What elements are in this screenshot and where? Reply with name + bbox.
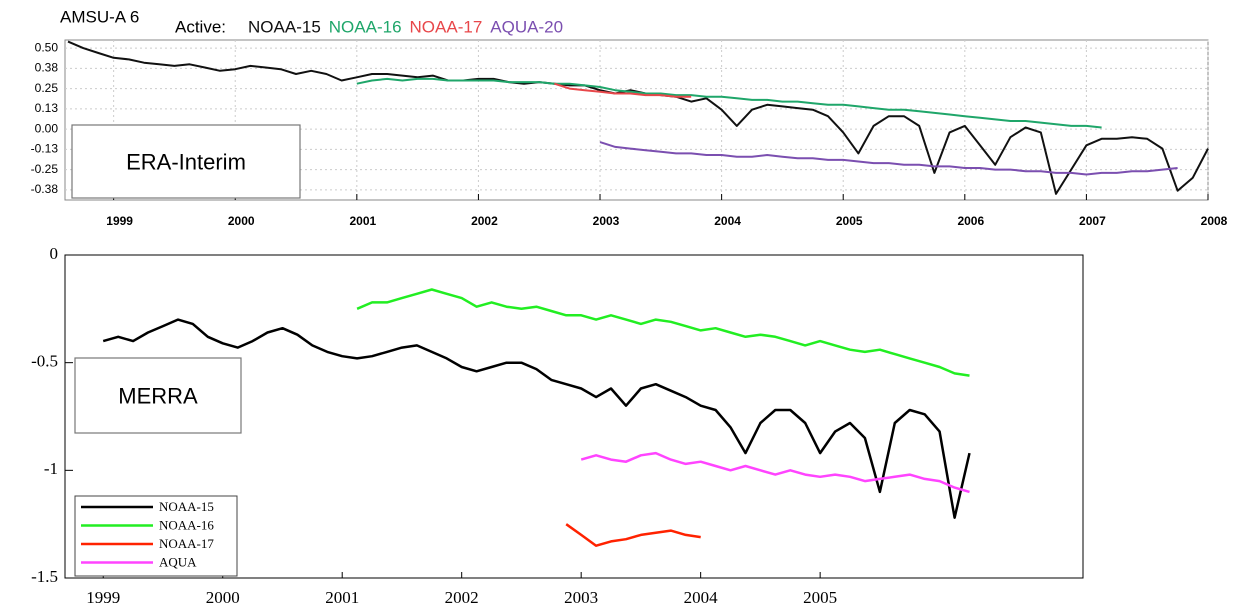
series-line xyxy=(356,288,970,377)
y-tick-label: -0.5 xyxy=(31,352,58,371)
y-tick-label: -0.38 xyxy=(31,182,59,196)
x-tick-label: 2002 xyxy=(445,588,479,607)
x-tick-label: 2001 xyxy=(325,588,359,607)
plot-frame xyxy=(64,254,1084,579)
x-tick-label: 1999 xyxy=(106,214,133,228)
legend-label: NOAA-16 xyxy=(159,517,214,532)
annotation: ERA-Interim xyxy=(126,149,246,174)
y-tick-label: 0.50 xyxy=(35,40,59,54)
y-tick-label: -1.5 xyxy=(31,567,58,586)
x-tick-label: 2005 xyxy=(803,588,837,607)
y-tick-label: 0.38 xyxy=(35,61,59,75)
x-tick-label: 2000 xyxy=(228,214,255,228)
x-tick-label: 2001 xyxy=(349,214,376,228)
y-tick-label: 0 xyxy=(50,244,59,263)
y-tick-label: 0.25 xyxy=(35,81,59,95)
x-tick-label: 2005 xyxy=(836,214,863,228)
series-line xyxy=(580,451,970,494)
annotation: MERRA xyxy=(118,383,198,408)
x-tick-label: 2000 xyxy=(206,588,240,607)
annotation-box xyxy=(71,124,301,199)
legend-label: NOAA-15 xyxy=(159,499,214,514)
chart-title: AMSU-A 6 xyxy=(60,7,139,26)
series-line xyxy=(565,523,701,547)
x-tick-label: 2003 xyxy=(593,214,620,228)
series-line xyxy=(356,77,1102,129)
x-tick-label: 2007 xyxy=(1079,214,1106,228)
y-tick-label: -0.25 xyxy=(31,162,59,176)
legend-label: AQUA xyxy=(159,554,197,569)
x-tick-label: 2006 xyxy=(957,214,984,228)
x-tick-label: 2003 xyxy=(564,588,598,607)
y-tick-label: -0.13 xyxy=(31,142,59,156)
series-line xyxy=(554,82,692,98)
y-tick-label: 0.13 xyxy=(35,101,59,115)
legend-label: NOAA-17 xyxy=(159,536,214,551)
x-tick-label: 2004 xyxy=(714,214,741,228)
series-line xyxy=(102,318,971,519)
legend-label: NOAA-16 xyxy=(329,17,402,36)
legend-label: AQUA-20 xyxy=(490,17,563,36)
y-tick-label: -1 xyxy=(44,459,58,478)
series-line xyxy=(599,141,1178,176)
legend-label: NOAA-17 xyxy=(410,17,483,36)
x-tick-label: 1999 xyxy=(86,588,120,607)
annotation-box xyxy=(74,357,242,434)
x-tick-label: 2008 xyxy=(1201,214,1228,228)
legend-label: NOAA-15 xyxy=(248,17,321,36)
x-tick-label: 2004 xyxy=(684,588,719,607)
y-tick-label: 0.00 xyxy=(35,121,59,135)
legend-title: Active: xyxy=(175,17,226,36)
x-tick-label: 2002 xyxy=(471,214,498,228)
